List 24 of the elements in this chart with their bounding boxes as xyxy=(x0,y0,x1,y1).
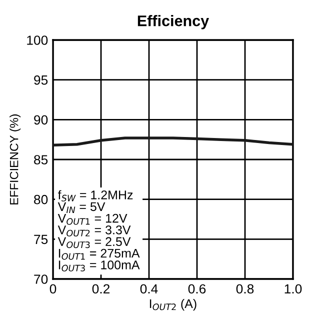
annotation: V$_{OUT3}$ = 2.5V xyxy=(58,237,131,248)
x-tick-label: 0.6 xyxy=(188,284,206,294)
annotation: V$_{OUT2}$ = 3.3V xyxy=(58,226,131,236)
y-tick-label: 90 xyxy=(34,115,48,125)
y-tick-label: 80 xyxy=(34,194,48,204)
y-tick-label: 100 xyxy=(27,36,48,45)
annotation: I$_{OUT1}$ = 275mA xyxy=(58,248,140,260)
y-tick-label: 95 xyxy=(34,75,48,85)
x-tick-label: 1.0 xyxy=(284,284,302,294)
y-tick-label: 70 xyxy=(34,274,48,284)
line-series xyxy=(53,136,293,147)
chart-title: Efficiency xyxy=(138,15,210,30)
annotation: V$_{OUT1}$ = 12V xyxy=(58,214,128,225)
x-tick-label: 0 xyxy=(50,284,56,294)
x-tick-label: 0.2 xyxy=(92,284,110,294)
annotation: I$_{OUT3}$ = 100mA xyxy=(58,260,140,272)
y-axis-title: EFFICIENCY (%) xyxy=(10,114,21,204)
x-axis-title: I$_{OUT2}$ (A) xyxy=(150,298,196,311)
annotation: f$_{SW}$ = 1.2MHz xyxy=(58,190,133,202)
y-tick-label: 75 xyxy=(34,234,48,244)
annotation: V$_{IN}$ = 5V xyxy=(58,202,106,213)
x-tick-label: 0.8 xyxy=(236,284,254,294)
x-tick-label: 0.4 xyxy=(140,284,158,294)
y-tick-label: 85 xyxy=(34,155,48,164)
